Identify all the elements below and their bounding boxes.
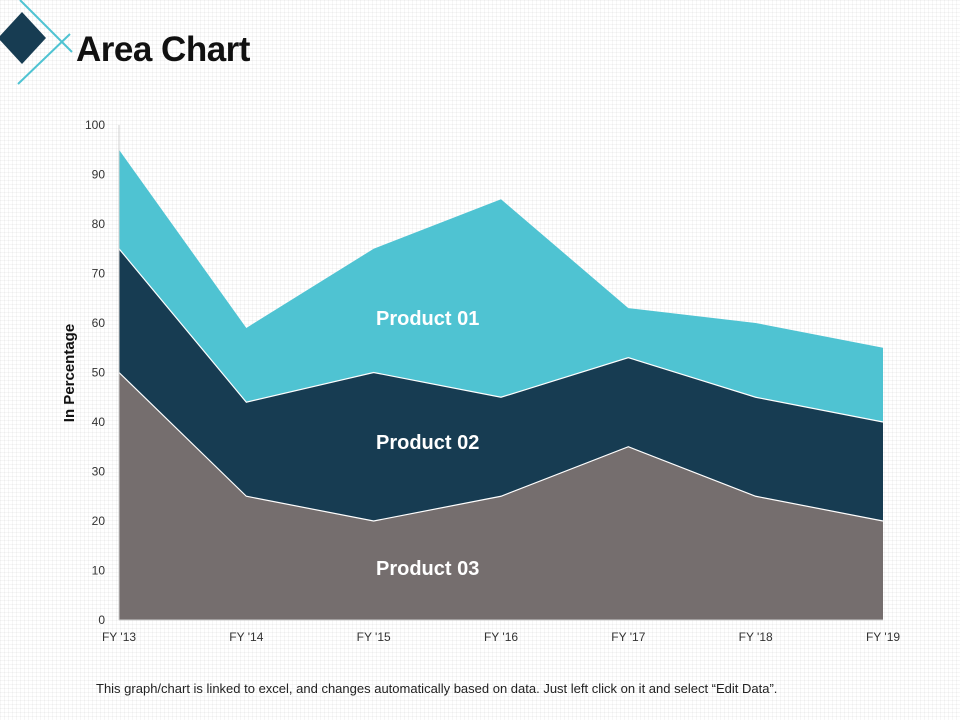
page-title: Area Chart: [76, 30, 250, 69]
area-product-01: [119, 149, 883, 422]
y-tick-label: 60: [92, 316, 106, 330]
x-tick-label: FY '15: [357, 630, 391, 644]
series-label-product-01: Product 01: [376, 308, 479, 330]
series-boundary-line: [118, 372, 884, 522]
y-tick-label: 50: [92, 366, 106, 380]
x-tick-label: FY '19: [866, 630, 900, 644]
x-tick-label: FY '18: [739, 630, 773, 644]
y-axis-title: In Percentage: [61, 324, 78, 422]
y-tick-label: 90: [92, 168, 106, 182]
diamond-logo-icon: [0, 0, 73, 85]
y-tick-label: 80: [92, 217, 106, 231]
logo-line-upper: [19, 0, 73, 53]
y-tick-label: 30: [92, 465, 106, 479]
x-tick-label: FY '17: [611, 630, 645, 644]
y-tick-label: 100: [85, 118, 105, 132]
series-label-product-03: Product 03: [376, 558, 479, 580]
series-label-product-02: Product 02: [376, 432, 479, 454]
x-tick-label: FY '13: [102, 630, 136, 644]
footer-note: This graph/chart is linked to excel, and…: [96, 681, 778, 696]
logo-line-lower: [17, 33, 71, 85]
y-tick-label: 40: [92, 415, 106, 429]
y-tick-label: 70: [92, 267, 106, 281]
y-tick-label: 0: [98, 613, 105, 627]
x-tick-label: FY '16: [484, 630, 518, 644]
series-boundary-line: [118, 248, 884, 423]
diamond-shape: [0, 12, 46, 64]
x-tick-label: FY '14: [229, 630, 263, 644]
y-tick-label: 10: [92, 564, 106, 578]
y-tick-label: 20: [92, 514, 106, 528]
area-product-02: [119, 248, 883, 521]
